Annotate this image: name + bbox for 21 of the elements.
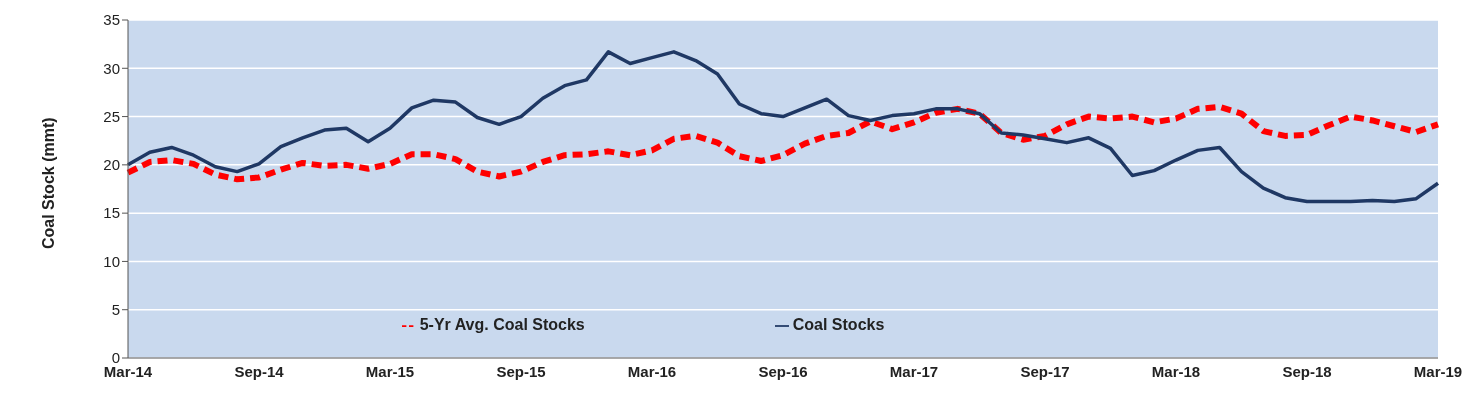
x-tick-label: Mar-16	[627, 362, 677, 380]
x-tick-label: Mar-18	[1151, 362, 1201, 380]
y-tick-label: 5	[111, 301, 120, 319]
y-tick-label: 30	[103, 59, 120, 77]
y-axis-title: Coal Stock (mmt)	[39, 117, 57, 249]
legend-label: Coal Stocks	[792, 316, 885, 333]
x-tick-label: Sep-18	[1282, 362, 1332, 380]
y-tick-label: 35	[103, 11, 120, 29]
x-tick-label: Sep-15	[496, 362, 546, 380]
x-tick-label: Sep-17	[1020, 362, 1070, 380]
x-tick-label: Mar-17	[889, 362, 939, 380]
legend-label: 5-Yr Avg. Coal Stocks	[419, 316, 585, 333]
x-tick-label: Sep-14	[234, 362, 285, 380]
y-tick-label: 25	[103, 107, 120, 125]
y-tick-label: 20	[103, 156, 120, 174]
y-tick-label: 15	[103, 204, 120, 222]
line-series	[126, 50, 1440, 204]
x-tick-label: Mar-15	[365, 362, 415, 380]
x-tick-label: Mar-19	[1413, 362, 1463, 380]
x-tick-label: Sep-16	[758, 362, 808, 380]
y-tick-label: 10	[103, 252, 120, 270]
